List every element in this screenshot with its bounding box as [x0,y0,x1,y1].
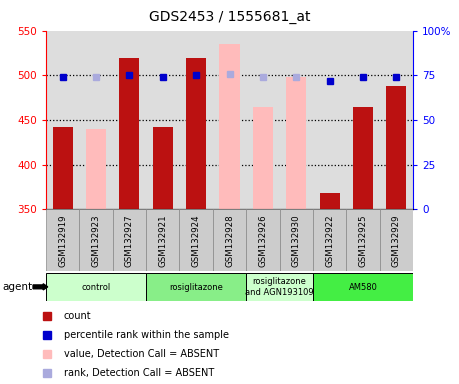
Text: GSM132919: GSM132919 [58,214,67,267]
Bar [353,107,373,209]
Text: control: control [81,283,111,291]
Text: rosiglitazone: rosiglitazone [169,283,223,291]
Bar [280,209,313,271]
Text: GSM132921: GSM132921 [158,214,167,267]
Text: rank, Detection Call = ABSENT: rank, Detection Call = ABSENT [63,368,214,378]
Bar [46,209,79,271]
Bar [146,273,246,301]
Bar [319,193,340,209]
Text: GSM132923: GSM132923 [91,214,101,267]
Bar [112,209,146,271]
Bar [347,209,380,271]
Bar [286,77,306,209]
Bar [146,209,179,271]
Text: agent: agent [2,282,33,292]
Text: value, Detection Call = ABSENT: value, Detection Call = ABSENT [63,349,218,359]
Bar [213,209,246,271]
Text: GDS2453 / 1555681_at: GDS2453 / 1555681_at [149,10,310,23]
Text: AM580: AM580 [348,283,377,291]
Text: GSM132925: GSM132925 [358,214,368,267]
Text: GSM132929: GSM132929 [392,214,401,267]
Bar [219,44,240,209]
Bar [386,86,406,209]
Bar [86,129,106,209]
Bar [253,107,273,209]
Bar [153,127,173,209]
Text: rosiglitazone
and AGN193109: rosiglitazone and AGN193109 [245,277,314,297]
Bar [179,209,213,271]
Text: percentile rank within the sample: percentile rank within the sample [63,330,229,340]
Bar [46,273,146,301]
Text: GSM132927: GSM132927 [125,214,134,267]
Bar [380,209,413,271]
Bar [313,273,413,301]
Bar [53,127,73,209]
Bar [119,58,140,209]
Text: GSM132928: GSM132928 [225,214,234,267]
Bar [246,273,313,301]
Bar [313,209,347,271]
Text: GSM132930: GSM132930 [292,214,301,267]
Bar [79,209,112,271]
Bar [246,209,280,271]
Text: GSM132922: GSM132922 [325,214,334,267]
Text: GSM132926: GSM132926 [258,214,268,267]
Text: count: count [63,311,91,321]
Bar [186,58,206,209]
Text: GSM132924: GSM132924 [191,214,201,267]
